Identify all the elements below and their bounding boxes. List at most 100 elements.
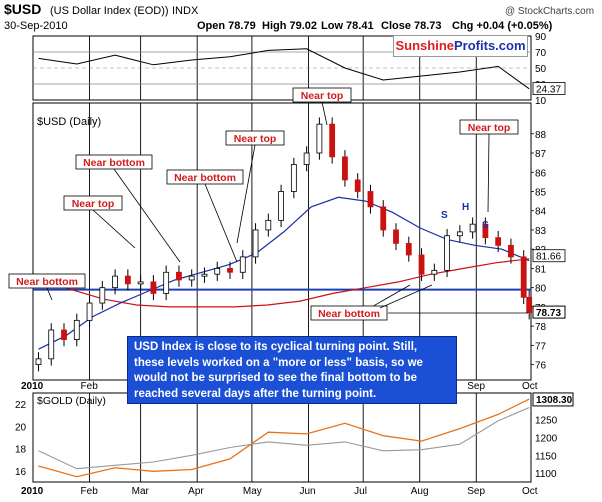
candle-body — [469, 223, 476, 233]
candle-body — [418, 254, 425, 275]
candle-body — [520, 256, 527, 298]
annotation-pointer — [92, 209, 136, 249]
candle-body — [61, 329, 67, 341]
candle-body — [86, 302, 93, 321]
annotation-label: Near bottom — [318, 308, 380, 320]
close-value: Close 78.73 — [381, 20, 442, 32]
candle-body — [176, 271, 182, 281]
gold-x-tick-label: Jul — [354, 486, 367, 497]
candle-body — [214, 268, 221, 275]
annotation-label: Near bottom — [16, 276, 78, 288]
usd-x-tick-label: Oct — [522, 381, 538, 392]
date: 30-Sep-2010 — [4, 20, 68, 32]
candle-body — [316, 123, 323, 154]
watermark: @ StockCharts.com — [505, 6, 594, 17]
usd-x-tick-label: 2010 — [21, 381, 44, 392]
usd-panel-title: $USD (Daily) — [37, 116, 101, 128]
candle-body — [495, 237, 502, 246]
usd-tick-label: 77 — [535, 341, 547, 352]
gold-left-tick-label: 18 — [15, 445, 27, 456]
gold-right-tick-label: 1250 — [535, 416, 558, 427]
candle-body — [342, 156, 348, 181]
gold-last-label: 1308.30 — [536, 395, 573, 406]
annotation-box — [292, 87, 352, 103]
usd-x-tick-label: Feb — [81, 381, 99, 392]
candle-body — [252, 229, 259, 258]
candle-body — [201, 273, 208, 277]
candle-body — [367, 191, 374, 208]
gold-left-tick-label: 20 — [15, 422, 27, 433]
gold-panel-frame — [32, 392, 532, 483]
candle-body — [227, 268, 233, 273]
open-value: Open 78.79 — [197, 20, 256, 32]
candle-body — [35, 358, 42, 366]
symbol: $USD — [4, 1, 41, 17]
usd-tick-label: 87 — [535, 149, 547, 160]
annotation-pointer — [236, 144, 256, 244]
candle-body — [48, 329, 55, 360]
candle-body — [73, 319, 80, 341]
usd-tick-label: 80 — [535, 284, 547, 295]
annotation-pointer — [113, 168, 181, 263]
annotation-pointer — [204, 183, 238, 263]
high-value: High 79.02 — [262, 20, 317, 32]
gold-right-tick-label: 1150 — [535, 451, 557, 462]
candle-body — [265, 219, 272, 231]
usd-tick-label: 78 — [535, 322, 547, 333]
annotation-box — [8, 273, 86, 289]
candle-body — [278, 191, 284, 221]
annotation-box — [225, 130, 285, 146]
candle-body — [329, 123, 336, 158]
pattern-label: S — [441, 210, 448, 221]
gold-x-tick-label: Sep — [467, 486, 485, 497]
annotation-box — [310, 305, 388, 321]
usd-tick-label: 85 — [535, 187, 547, 198]
rsi-tick-label: 10 — [535, 96, 547, 107]
gold-x-tick-label: Aug — [411, 486, 429, 497]
note-callout: USD Index is close to its cyclical turni… — [127, 336, 457, 404]
usd-tick-label: 81 — [535, 264, 547, 275]
candle-body — [405, 243, 412, 256]
annotation-box — [75, 154, 153, 170]
low-value: Low 78.41 — [321, 20, 374, 32]
usd-tick-label: 84 — [535, 207, 547, 218]
candle-body — [482, 223, 489, 239]
rsi-last-box — [532, 82, 566, 95]
candle-body — [188, 275, 195, 281]
gold-left-tick-label: 16 — [15, 467, 27, 478]
annotation-pointer — [321, 101, 328, 126]
gold-x-tick-label: Apr — [188, 486, 204, 497]
candle-body — [99, 287, 106, 304]
gold-left-tick-label: 22 — [15, 400, 27, 411]
gold-panel-title: $GOLD (Daily) — [37, 395, 106, 407]
annotation-box — [166, 169, 244, 185]
candle-body — [508, 244, 514, 258]
gold-series-grey — [38, 406, 530, 470]
ma-last-label: 81.66 — [536, 252, 561, 263]
annotation-box — [63, 195, 123, 211]
candle-body — [354, 179, 361, 192]
gold-last-box — [532, 392, 574, 407]
pattern-label: H — [462, 202, 469, 213]
rsi-line — [38, 48, 530, 90]
candle-body — [431, 269, 438, 275]
usd-tick-label: 83 — [535, 226, 547, 237]
annotation-label: Near top — [468, 122, 511, 134]
candle-body — [290, 164, 297, 192]
candle-body — [303, 152, 310, 165]
annotation-box — [459, 119, 519, 135]
gold-x-tick-label: Jun — [299, 486, 315, 497]
candle-body — [393, 229, 399, 244]
rsi-tick-label: 70 — [535, 48, 547, 59]
candle-body — [444, 235, 450, 271]
candle-body — [137, 281, 144, 285]
annotation-label: Near bottom — [83, 157, 145, 169]
annotation-pointer — [46, 287, 53, 301]
usd-tick-label: 76 — [535, 361, 547, 372]
gold-x-tick-label: Mar — [132, 486, 150, 497]
candle-body — [150, 281, 157, 294]
annotation-pointer — [487, 133, 490, 213]
usd-x-tick-label: Sep — [467, 381, 485, 392]
sunshine-profits-logo: SunshineProfits.com — [393, 35, 528, 57]
